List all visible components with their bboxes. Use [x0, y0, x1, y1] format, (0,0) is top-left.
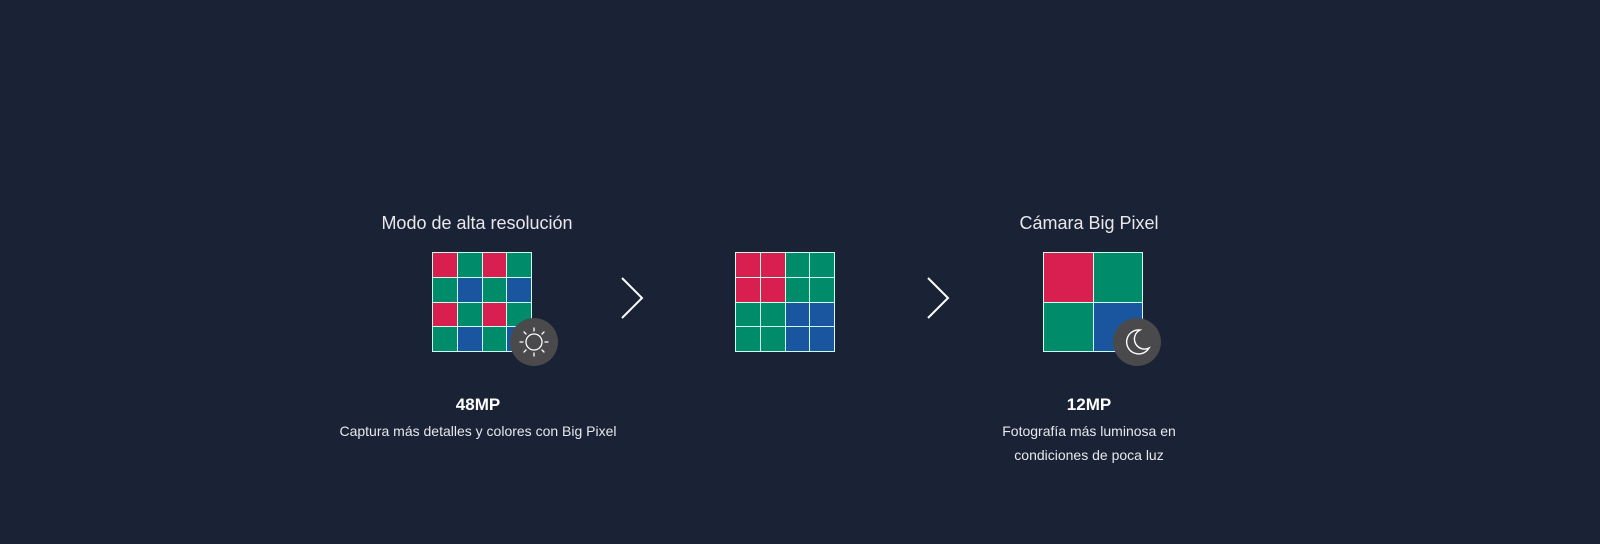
description-line: condiciones de poca luz: [1014, 447, 1164, 463]
left-megapixels: 48MP: [455, 395, 501, 414]
right-description: Fotografía más luminosa en condiciones de…: [889, 419, 1289, 467]
pixel-cell: [736, 302, 760, 327]
pixel-cell: [433, 302, 457, 327]
pixel-cell: [507, 277, 531, 302]
pixel-cell: [482, 253, 507, 277]
pixel-cell: [785, 327, 810, 351]
left-description: Captura más detalles y colores con Big P…: [339, 423, 617, 439]
pixel-cell: [433, 277, 457, 302]
right-megapixels: 12MP: [1066, 395, 1112, 414]
left-title: Modo de alta resolución: [381, 213, 573, 233]
sun-icon: [510, 318, 558, 366]
pixel-cell: [457, 277, 482, 302]
description-line: Fotografía más luminosa en: [1002, 423, 1176, 439]
pixel-cell: [760, 253, 785, 277]
pixel-cell: [457, 253, 482, 277]
arrow-right-icon: [927, 277, 950, 319]
pixel-cell: [810, 277, 834, 302]
pixel-cell: [785, 302, 810, 327]
arrow-right-icon: [621, 277, 644, 319]
pixel-cell: [760, 327, 785, 351]
pixel-cell: [482, 327, 507, 351]
pixel-cell: [433, 253, 457, 277]
high-res-pixel-grid: [432, 252, 532, 352]
pixel-cell: [433, 327, 457, 351]
pixel-cell: [1044, 302, 1093, 351]
pixel-cell: [736, 253, 760, 277]
pixel-cell: [736, 277, 760, 302]
pixel-cell: [760, 302, 785, 327]
pixel-cell: [482, 302, 507, 327]
right-title: Cámara Big Pixel: [1019, 213, 1159, 233]
pixel-cell: [457, 327, 482, 351]
pixel-cell: [810, 327, 834, 351]
pixel-cell: [785, 253, 810, 277]
pixel-cell: [1093, 253, 1142, 302]
pixel-cell: [482, 277, 507, 302]
pixel-cell: [760, 277, 785, 302]
pixel-cell: [507, 253, 531, 277]
pixel-cell: [785, 277, 810, 302]
pixel-cell: [810, 253, 834, 277]
pixel-cell: [810, 302, 834, 327]
pixel-cell: [736, 327, 760, 351]
pixel-cell: [1044, 253, 1093, 302]
pixel-cell: [457, 302, 482, 327]
moon-icon: [1113, 318, 1161, 366]
binning-pixel-grid: [735, 252, 835, 352]
